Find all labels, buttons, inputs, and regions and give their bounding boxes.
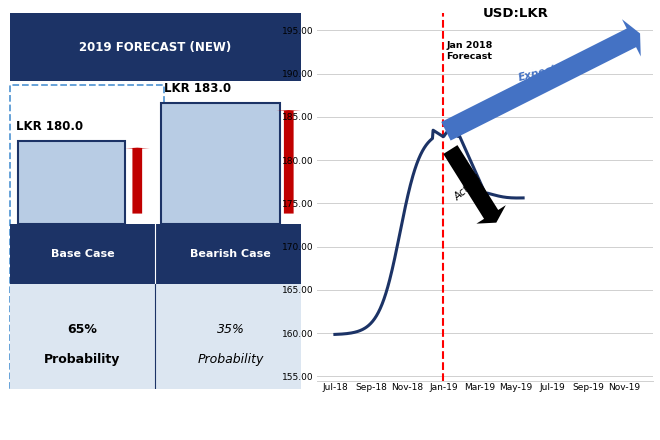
Bar	[9, 224, 301, 284]
Text: FIRST CAPITAL RESEARCH: FIRST CAPITAL RESEARCH	[240, 414, 420, 427]
Text: Jan 2018
Forecast: Jan 2018 Forecast	[446, 41, 493, 61]
Text: Expectation: Expectation	[517, 56, 587, 83]
Bar	[18, 141, 125, 224]
Bar	[9, 284, 301, 389]
Bar	[9, 13, 301, 81]
Bar	[161, 103, 280, 224]
Text: Actual: Actual	[453, 173, 484, 202]
Text: LKR 180.0: LKR 180.0	[16, 120, 83, 132]
Bar	[9, 84, 164, 389]
Text: Probability: Probability	[44, 353, 121, 366]
Text: Bearish Case: Bearish Case	[191, 249, 271, 259]
Text: 35%: 35%	[217, 323, 245, 336]
Text: 65%: 65%	[67, 323, 97, 336]
Text: 2019 FORECAST (NEW): 2019 FORECAST (NEW)	[79, 40, 231, 54]
Text: Base Case: Base Case	[51, 249, 114, 259]
Text: LKR 183.0: LKR 183.0	[164, 82, 231, 95]
Text: Probability: Probability	[197, 353, 264, 366]
Text: USD:LKR: USD:LKR	[483, 7, 549, 20]
